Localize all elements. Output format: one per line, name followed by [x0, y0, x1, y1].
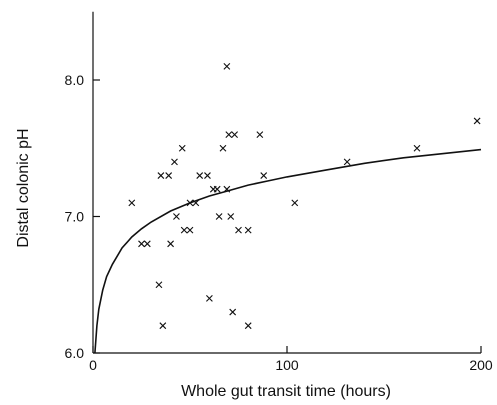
- data-point: [223, 185, 231, 193]
- data-point: [219, 144, 227, 152]
- fit-curve: [94, 148, 482, 354]
- x-axis-title: Whole gut transit time (hours): [181, 383, 391, 400]
- data-point: [215, 213, 223, 220]
- data-point: [473, 117, 481, 125]
- data-point: [244, 322, 252, 330]
- data-point: [171, 158, 178, 166]
- data-point: [167, 240, 174, 248]
- data-point: [159, 322, 167, 330]
- data-point: [180, 226, 188, 234]
- data-point: [196, 172, 204, 179]
- data-point: [165, 172, 173, 179]
- y-tick-label: 8.0: [65, 72, 85, 88]
- y-tick-label: 6.0: [65, 345, 85, 361]
- data-point: [244, 226, 252, 234]
- axes: [92, 11, 481, 354]
- data-points: [128, 62, 481, 330]
- data-point: [260, 172, 268, 179]
- data-point: [343, 158, 351, 166]
- data-point: [235, 226, 242, 234]
- data-point: [223, 62, 231, 70]
- data-point: [143, 240, 151, 248]
- data-point: [173, 213, 180, 220]
- data-point: [128, 199, 136, 207]
- x-tick-label: 200: [469, 357, 493, 373]
- data-point: [186, 226, 194, 234]
- data-point: [192, 199, 200, 207]
- y-axis-title: Distal colonic pH: [15, 128, 32, 247]
- data-point: [225, 131, 233, 138]
- data-point: [155, 281, 163, 289]
- data-point: [206, 295, 213, 302]
- ticks: 0 100 200 6.0 7.0 8.0: [65, 72, 493, 373]
- y-tick-label: 7.0: [65, 209, 85, 225]
- data-point: [157, 172, 165, 179]
- data-point: [413, 144, 421, 152]
- data-point: [231, 131, 239, 138]
- data-point: [178, 144, 186, 152]
- data-point: [138, 240, 145, 248]
- x-tick-label: 0: [89, 357, 97, 373]
- x-tick-label: 100: [275, 357, 299, 373]
- data-point: [227, 213, 235, 220]
- data-point: [291, 199, 299, 207]
- data-point: [229, 308, 237, 316]
- data-point: [256, 131, 264, 138]
- fit-curve-group: [94, 148, 482, 354]
- data-point: [204, 172, 211, 179]
- data-point: [186, 199, 194, 207]
- data-point: [213, 185, 221, 193]
